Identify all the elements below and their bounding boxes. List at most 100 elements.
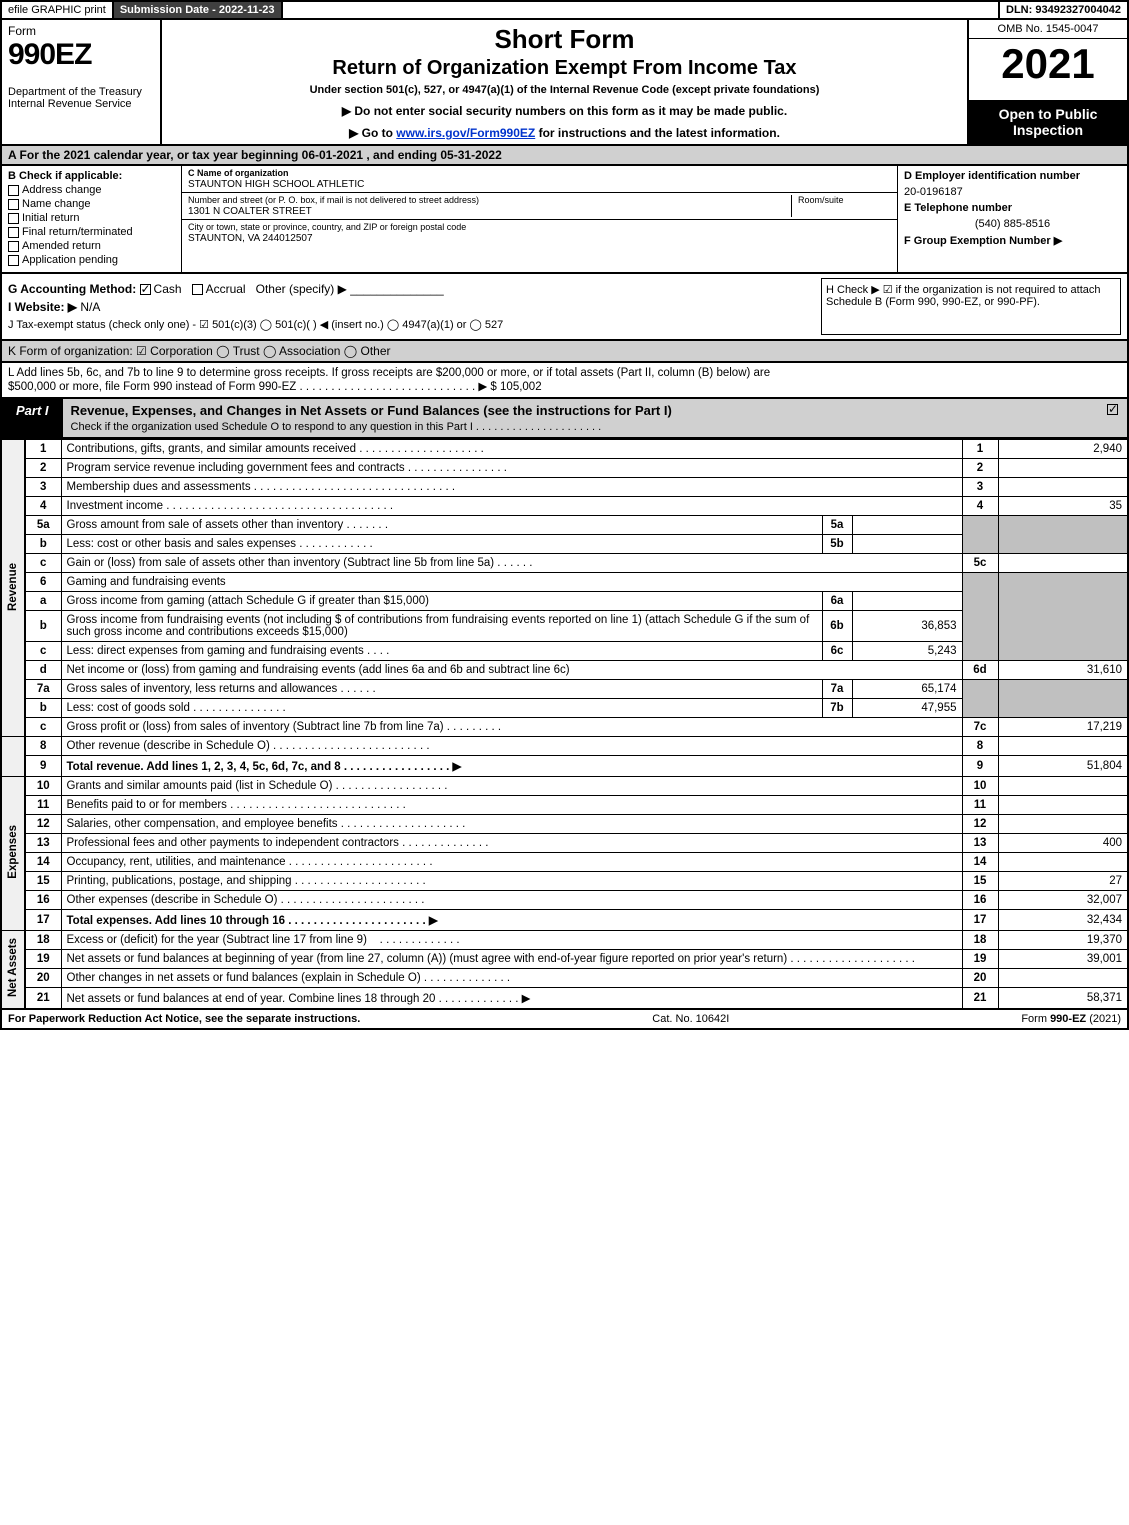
line-6b-num: b: [25, 611, 61, 642]
section-h: H Check ▶ ☑ if the organization is not r…: [821, 278, 1121, 335]
revenue-side-label: Revenue: [1, 440, 25, 737]
title-short-form: Short Form: [170, 24, 959, 55]
line-8-value: [998, 737, 1128, 756]
dln: DLN: 93492327004042: [998, 2, 1127, 18]
section-c-address: C Name of organization STAUNTON HIGH SCH…: [182, 166, 897, 272]
part-i-table: Revenue 1 Contributions, gifts, grants, …: [0, 439, 1129, 1010]
section-ghij: G Accounting Method: Cash Accrual Other …: [0, 274, 1129, 341]
line-2-num: 2: [25, 459, 61, 478]
line-12-rn: 12: [962, 815, 998, 834]
line-4-value: 35: [998, 497, 1128, 516]
subtitle: Under section 501(c), 527, or 4947(a)(1)…: [170, 84, 959, 96]
line-3-num: 3: [25, 478, 61, 497]
section-a: A For the 2021 calendar year, or tax yea…: [0, 146, 1129, 166]
line-7ab-gray: [962, 680, 998, 718]
part-i-title: Revenue, Expenses, and Changes in Net As…: [63, 399, 1101, 437]
line-6c-sn: 6c: [822, 642, 852, 661]
tax-exempt-status: J Tax-exempt status (check only one) - ☑…: [8, 318, 813, 331]
line-6abc-gray-v: [998, 573, 1128, 661]
gross-receipts: 105,002: [500, 381, 542, 393]
line-5ab-gray-v: [998, 516, 1128, 554]
line-3-rn: 3: [962, 478, 998, 497]
line-13-desc: Professional fees and other payments to …: [61, 834, 962, 853]
line-12-desc: Salaries, other compensation, and employ…: [61, 815, 962, 834]
section-b-label: B Check if applicable:: [8, 170, 122, 182]
line-5b-sv: [852, 535, 962, 554]
line-5b-num: b: [25, 535, 61, 554]
line-11-num: 11: [25, 796, 61, 815]
line-7a-sv: 65,174: [852, 680, 962, 699]
phone-label: E Telephone number: [904, 202, 1012, 214]
line-8-rn: 8: [962, 737, 998, 756]
netassets-side-label: Net Assets: [1, 931, 25, 1010]
line-17-desc: Total expenses. Add lines 10 through 16 …: [61, 910, 962, 931]
line-7b-sn: 7b: [822, 699, 852, 718]
footer-left: For Paperwork Reduction Act Notice, see …: [8, 1013, 360, 1025]
line-16-desc: Other expenses (describe in Schedule O) …: [61, 891, 962, 910]
line-17-rn: 17: [962, 910, 998, 931]
form-word: Form: [8, 24, 154, 38]
line-7c-num: c: [25, 718, 61, 737]
instruct-2: ▶ Go to www.irs.gov/Form990EZ for instru…: [170, 126, 959, 140]
group-exemption-label: F Group Exemption Number ▶: [904, 235, 1062, 247]
line-6a-sn: 6a: [822, 592, 852, 611]
cb-final-return[interactable]: Final return/terminated: [8, 226, 175, 238]
line-1-rn: 1: [962, 440, 998, 459]
line-17-value: 32,434: [998, 910, 1128, 931]
line-16-rn: 16: [962, 891, 998, 910]
line-14-rn: 14: [962, 853, 998, 872]
inspection-badge: Open to Public Inspection: [969, 100, 1127, 144]
accounting-method: G Accounting Method: Cash Accrual Other …: [8, 282, 813, 296]
line-9-num: 9: [25, 756, 61, 777]
line-12-num: 12: [25, 815, 61, 834]
line-11-desc: Benefits paid to or for members . . . . …: [61, 796, 962, 815]
part-i-schedule-o-check[interactable]: [1101, 399, 1127, 437]
line-5c-desc: Gain or (loss) from sale of assets other…: [61, 554, 962, 573]
line-14-value: [998, 853, 1128, 872]
cb-address-change[interactable]: Address change: [8, 184, 175, 196]
revenue-side-label-2: [1, 737, 25, 777]
part-i-tab: Part I: [2, 399, 63, 437]
cb-cash[interactable]: [140, 284, 151, 295]
cb-amended-return[interactable]: Amended return: [8, 240, 175, 252]
instruct-1: ▶ Do not enter social security numbers o…: [170, 104, 959, 118]
cb-accrual[interactable]: [192, 284, 203, 295]
cb-application-pending[interactable]: Application pending: [8, 254, 175, 266]
line-10-desc: Grants and similar amounts paid (list in…: [61, 777, 962, 796]
form-header: Form 990EZ Department of the Treasury In…: [0, 20, 1129, 146]
expenses-side-label: Expenses: [1, 777, 25, 931]
city-cell: City or town, state or province, country…: [182, 220, 897, 246]
org-name: STAUNTON HIGH SCHOOL ATHLETIC: [188, 179, 364, 190]
line-5c-rn: 5c: [962, 554, 998, 573]
form-number: 990EZ: [8, 38, 154, 72]
cb-name-change[interactable]: Name change: [8, 198, 175, 210]
line-2-value: [998, 459, 1128, 478]
cb-initial-return[interactable]: Initial return: [8, 212, 175, 224]
footer-catno: Cat. No. 10642I: [652, 1013, 729, 1025]
line-19-num: 19: [25, 950, 61, 969]
line-6-num: 6: [25, 573, 61, 592]
line-4-num: 4: [25, 497, 61, 516]
line-6b-sv: 36,853: [852, 611, 962, 642]
instruct-2-pre: ▶ Go to: [349, 126, 396, 140]
line-6-desc: Gaming and fundraising events: [61, 573, 962, 592]
efile-link[interactable]: efile GRAPHIC print: [2, 2, 114, 18]
line-13-rn: 13: [962, 834, 998, 853]
line-7a-sn: 7a: [822, 680, 852, 699]
line-20-desc: Other changes in net assets or fund bala…: [61, 969, 962, 988]
line-10-num: 10: [25, 777, 61, 796]
line-6d-num: d: [25, 661, 61, 680]
line-10-value: [998, 777, 1128, 796]
line-19-desc: Net assets or fund balances at beginning…: [61, 950, 962, 969]
line-7a-num: 7a: [25, 680, 61, 699]
line-5a-sn: 5a: [822, 516, 852, 535]
line-7b-desc: Less: cost of goods sold . . . . . . . .…: [61, 699, 822, 718]
line-21-value: 58,371: [998, 988, 1128, 1010]
line-13-num: 13: [25, 834, 61, 853]
irs-link[interactable]: www.irs.gov/Form990EZ: [396, 126, 535, 140]
ein-value: 20-0196187: [904, 186, 1121, 198]
line-9-value: 51,804: [998, 756, 1128, 777]
line-21-desc: Net assets or fund balances at end of ye…: [61, 988, 962, 1010]
street-value: 1301 N COALTER STREET: [188, 206, 312, 217]
phone-value: (540) 885-8516: [904, 218, 1121, 230]
